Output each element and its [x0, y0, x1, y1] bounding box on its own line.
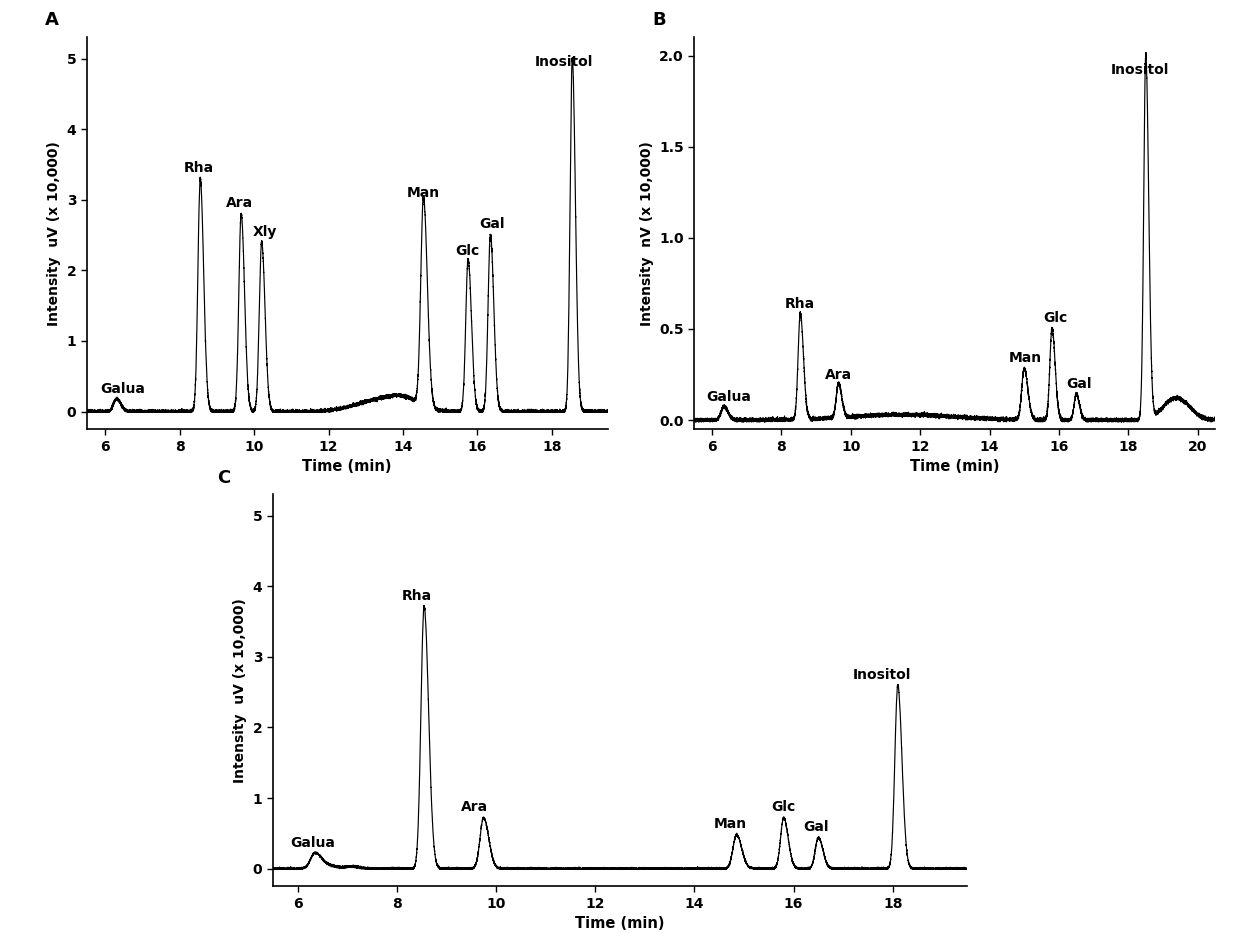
- Text: Man: Man: [714, 817, 748, 831]
- X-axis label: Time (min): Time (min): [303, 459, 392, 474]
- Text: C: C: [217, 468, 231, 487]
- Text: Inositol: Inositol: [1111, 63, 1169, 77]
- Text: B: B: [652, 11, 666, 30]
- Text: Inositol: Inositol: [534, 55, 594, 69]
- Text: Xly: Xly: [253, 225, 277, 239]
- Text: Galua: Galua: [707, 390, 751, 404]
- Y-axis label: Intensity  uV (x 10,000): Intensity uV (x 10,000): [47, 141, 61, 326]
- Text: Rha: Rha: [184, 161, 213, 175]
- Text: Inositol: Inositol: [853, 668, 911, 682]
- Text: Ara: Ara: [461, 801, 489, 815]
- Y-axis label: Intensity  uV (x 10,000): Intensity uV (x 10,000): [233, 598, 247, 783]
- Y-axis label: Intensity  nV (x 10,000): Intensity nV (x 10,000): [640, 141, 653, 326]
- Text: Ara: Ara: [226, 196, 253, 210]
- Text: Glc: Glc: [771, 801, 796, 815]
- Text: Gal: Gal: [1066, 377, 1091, 391]
- Text: Galua: Galua: [99, 382, 145, 396]
- Text: Man: Man: [1008, 352, 1042, 366]
- Text: Gal: Gal: [804, 820, 830, 834]
- Text: Rha: Rha: [785, 297, 815, 311]
- Text: Galua: Galua: [290, 836, 335, 850]
- Text: Glc: Glc: [1043, 312, 1068, 326]
- Text: Gal: Gal: [479, 217, 505, 231]
- Text: Glc: Glc: [455, 244, 480, 258]
- Text: Ara: Ara: [825, 368, 852, 382]
- X-axis label: Time (min): Time (min): [575, 916, 665, 931]
- Text: Man: Man: [407, 186, 440, 200]
- X-axis label: Time (min): Time (min): [910, 459, 999, 474]
- Text: Rha: Rha: [402, 589, 432, 603]
- Text: A: A: [45, 11, 60, 30]
